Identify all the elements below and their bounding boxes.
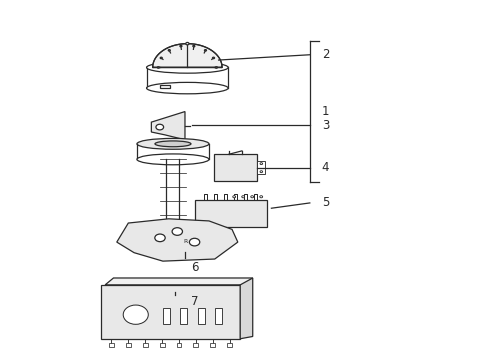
- FancyBboxPatch shape: [194, 343, 198, 347]
- Text: 7: 7: [191, 294, 198, 308]
- Circle shape: [155, 234, 165, 242]
- Text: 1: 1: [322, 105, 329, 118]
- Circle shape: [156, 124, 164, 130]
- Polygon shape: [105, 278, 253, 285]
- Circle shape: [213, 57, 215, 59]
- Text: 3: 3: [322, 119, 329, 132]
- FancyBboxPatch shape: [210, 343, 215, 347]
- Circle shape: [204, 50, 206, 51]
- Ellipse shape: [137, 138, 209, 149]
- FancyBboxPatch shape: [109, 343, 114, 347]
- Circle shape: [157, 67, 159, 68]
- Circle shape: [172, 228, 182, 235]
- Circle shape: [233, 196, 236, 198]
- FancyBboxPatch shape: [176, 343, 181, 347]
- Ellipse shape: [147, 62, 228, 73]
- Text: R: R: [184, 239, 188, 243]
- Polygon shape: [153, 44, 222, 67]
- Circle shape: [160, 57, 162, 59]
- Polygon shape: [151, 112, 185, 140]
- FancyBboxPatch shape: [180, 308, 187, 324]
- Text: 4: 4: [322, 161, 329, 174]
- Polygon shape: [101, 285, 240, 339]
- FancyBboxPatch shape: [227, 343, 232, 347]
- Circle shape: [190, 238, 200, 246]
- Polygon shape: [257, 161, 265, 174]
- Circle shape: [242, 196, 245, 198]
- Circle shape: [168, 50, 171, 51]
- Polygon shape: [214, 154, 257, 181]
- Polygon shape: [160, 85, 170, 89]
- Text: 6: 6: [191, 261, 198, 274]
- Ellipse shape: [163, 227, 183, 232]
- Polygon shape: [117, 219, 238, 261]
- FancyBboxPatch shape: [126, 343, 131, 347]
- Circle shape: [193, 45, 195, 47]
- Circle shape: [260, 196, 263, 198]
- Polygon shape: [195, 200, 267, 227]
- Circle shape: [180, 45, 182, 47]
- FancyBboxPatch shape: [198, 308, 205, 324]
- Text: 2: 2: [322, 48, 329, 61]
- FancyBboxPatch shape: [143, 343, 147, 347]
- Circle shape: [251, 196, 254, 198]
- Circle shape: [260, 163, 263, 165]
- Circle shape: [260, 171, 263, 173]
- Circle shape: [216, 67, 218, 68]
- Ellipse shape: [137, 154, 209, 165]
- FancyBboxPatch shape: [163, 308, 170, 324]
- Ellipse shape: [147, 82, 228, 94]
- Text: 5: 5: [322, 197, 329, 210]
- Polygon shape: [240, 278, 253, 339]
- FancyBboxPatch shape: [160, 343, 165, 347]
- Circle shape: [186, 42, 189, 45]
- Ellipse shape: [123, 305, 148, 324]
- FancyBboxPatch shape: [215, 308, 222, 324]
- Ellipse shape: [155, 141, 191, 147]
